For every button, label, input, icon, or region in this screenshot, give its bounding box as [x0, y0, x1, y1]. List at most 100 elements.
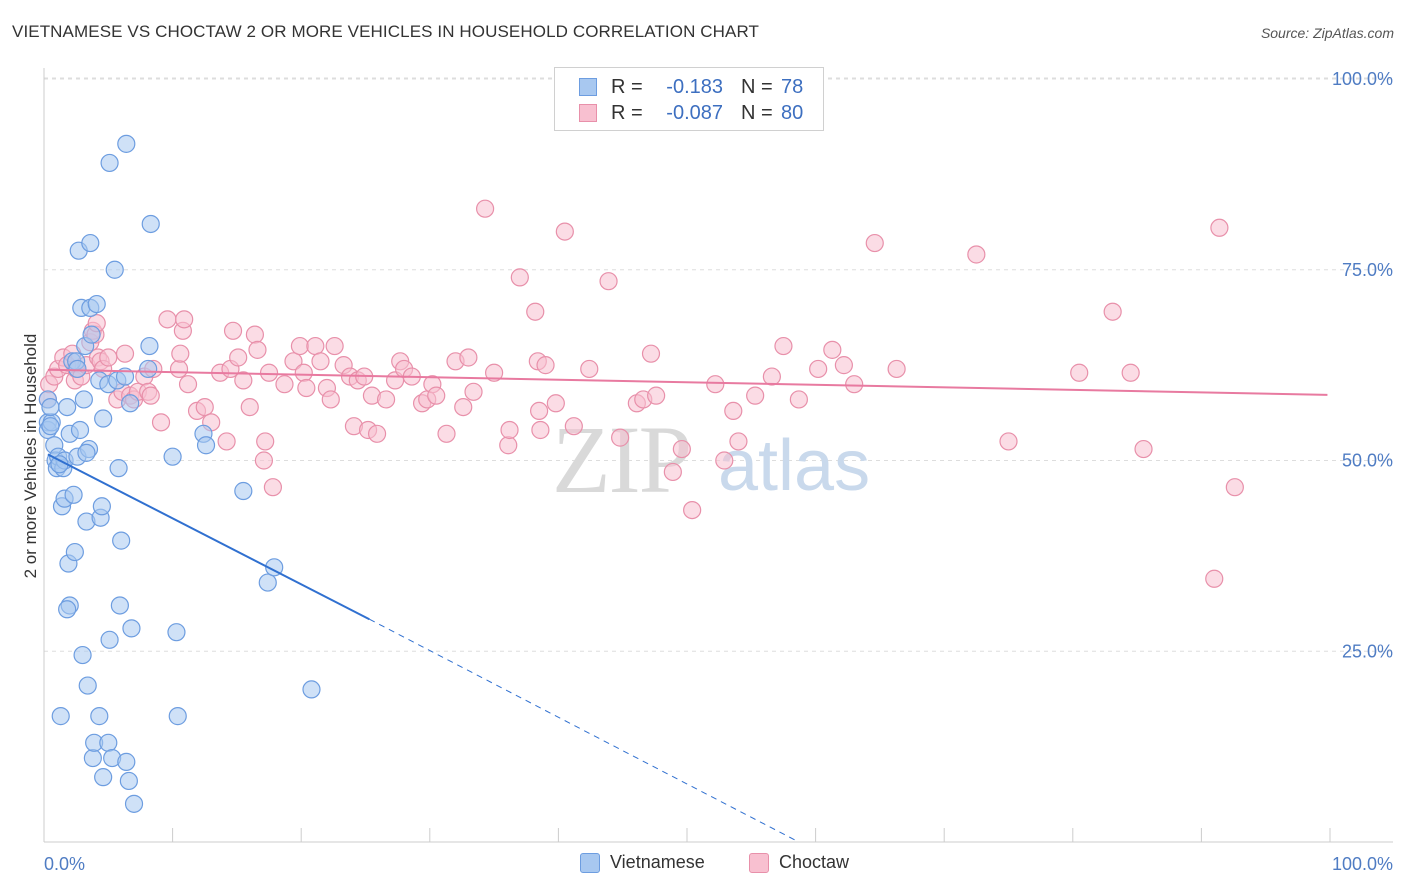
vietnamese-point	[100, 630, 119, 649]
vietnamese-swatch	[579, 78, 597, 96]
choctaw-legend-label: Choctaw	[779, 852, 850, 872]
choctaw-point	[1103, 302, 1122, 321]
choctaw-point	[263, 478, 283, 497]
choctaw-point	[845, 375, 864, 394]
vietnamese-point	[163, 447, 182, 466]
vietnamese-point	[83, 748, 102, 768]
chart-title: VIETNAMESE VS CHOCTAW 2 OR MORE VEHICLES…	[12, 22, 760, 41]
n-label: N =	[741, 101, 773, 124]
choctaw-point	[999, 432, 1018, 451]
choctaw-point	[427, 386, 446, 405]
choctaw-point	[1225, 478, 1244, 497]
choctaw-point	[367, 424, 387, 443]
choctaw-point	[454, 397, 473, 417]
choctaw-point	[1134, 439, 1153, 459]
vietnamese-legend-swatch	[580, 852, 600, 873]
trend-lines	[47, 368, 1328, 843]
choctaw-point	[306, 336, 325, 356]
choctaw-point	[546, 394, 565, 413]
choctaw-point	[611, 428, 630, 447]
choctaw-point	[500, 420, 519, 440]
y-tick-label: 100.0%	[1332, 69, 1393, 89]
choctaw-point	[1121, 363, 1140, 382]
choctaw-points	[38, 199, 1244, 588]
choctaw-point	[599, 272, 618, 291]
choctaw-point	[275, 375, 294, 394]
vietnamese-point	[117, 134, 136, 153]
choctaw-point	[706, 375, 725, 394]
x-tick-label: 100.0%	[1332, 854, 1393, 874]
choctaw-point	[672, 439, 691, 459]
vietnamese-point	[77, 443, 96, 462]
vietnamese-point	[58, 397, 77, 417]
vietnamese-point	[140, 336, 159, 356]
vietnamese-legend-label: Vietnamese	[610, 852, 705, 872]
choctaw-point	[663, 462, 682, 482]
choctaw-point	[115, 344, 135, 363]
choctaw-point	[169, 359, 189, 379]
choctaw-point	[459, 348, 478, 367]
choctaw-point	[437, 424, 456, 443]
y-tick-label: 75.0%	[1342, 260, 1393, 280]
vietnamese-point	[41, 397, 60, 417]
choctaw-point	[229, 348, 248, 367]
legend-item-choctaw: Choctaw	[749, 852, 849, 873]
choctaw-trend-line	[47, 368, 1328, 396]
choctaw-point	[789, 390, 808, 409]
choctaw-point	[746, 386, 765, 405]
vietnamese-point	[122, 619, 141, 638]
choctaw-point	[99, 348, 118, 367]
choctaw-point	[580, 359, 599, 379]
choctaw-point	[321, 390, 340, 409]
choctaw-point	[1210, 218, 1229, 237]
choctaw-point	[245, 325, 265, 344]
vietnamese-point	[92, 497, 111, 516]
choctaw-point	[967, 245, 986, 264]
vietnamese-point	[68, 359, 87, 379]
stats-legend: R = -0.183 N = 78 R = -0.087 N = 80	[554, 67, 824, 131]
choctaw-point	[555, 222, 574, 241]
choctaw-point	[729, 432, 748, 451]
choctaw-point	[464, 382, 483, 401]
vietnamese-point	[168, 707, 187, 726]
choctaw-point	[178, 375, 198, 394]
vietnamese-point	[115, 367, 135, 386]
vietnamese-point	[65, 542, 84, 562]
vietnamese-point	[234, 481, 253, 501]
vietnamese-point	[105, 260, 124, 279]
choctaw-point	[526, 302, 545, 321]
choctaw-point	[641, 344, 661, 363]
r-value: -0.183	[666, 75, 723, 98]
choctaw-point	[158, 310, 177, 329]
choctaw-point	[564, 417, 583, 436]
choctaw-point	[774, 336, 793, 356]
y-tick-label: 50.0%	[1342, 451, 1393, 471]
choctaw-point	[141, 386, 160, 405]
choctaw-point	[647, 386, 666, 405]
choctaw-point	[1070, 363, 1089, 382]
choctaw-point	[256, 432, 275, 451]
vietnamese-point	[74, 390, 93, 409]
choctaw-point	[240, 397, 259, 417]
choctaw-point	[248, 340, 267, 359]
stats-row-vietnamese: R = -0.183 N = 78	[579, 75, 803, 99]
vietnamese-point	[73, 645, 92, 665]
vietnamese-point	[70, 420, 90, 440]
choctaw-point	[259, 363, 279, 382]
axes	[43, 68, 1393, 843]
choctaw-legend-swatch	[749, 852, 769, 873]
vietnamese-point	[100, 153, 119, 173]
choctaw-point	[510, 268, 529, 287]
n-value: 80	[781, 101, 804, 124]
vietnamese-points	[38, 134, 321, 813]
choctaw-point	[531, 420, 550, 440]
vietnamese-point	[302, 680, 321, 699]
vietnamese-point	[99, 733, 118, 752]
vietnamese-point	[87, 294, 106, 314]
choctaw-point	[171, 344, 190, 363]
choctaw-point	[195, 397, 214, 417]
legend-item-vietnamese: Vietnamese	[580, 852, 705, 873]
choctaw-point	[175, 310, 194, 329]
vietnamese-point	[196, 436, 216, 455]
